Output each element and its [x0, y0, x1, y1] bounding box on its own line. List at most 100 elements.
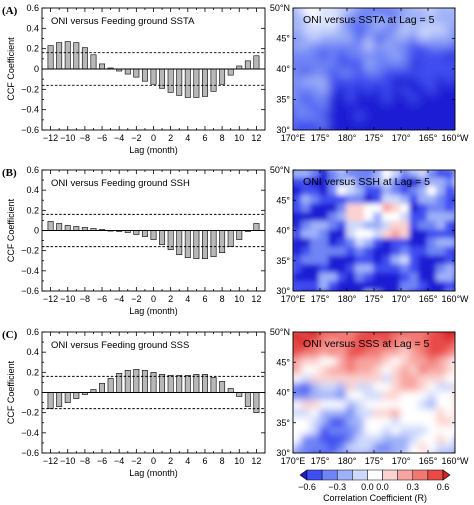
map-cell	[436, 170, 447, 180]
map-cell	[445, 434, 455, 446]
map-cell	[293, 290, 303, 291]
map-cell	[293, 24, 303, 36]
map-cell	[400, 76, 411, 88]
map-cell	[319, 382, 330, 394]
map-cell	[373, 76, 384, 88]
map-cell	[364, 408, 375, 420]
map-cell	[427, 212, 438, 223]
map-cell	[319, 33, 330, 44]
map-cell	[301, 203, 312, 215]
map-cell	[409, 339, 420, 351]
map-cell	[355, 382, 366, 394]
map-cell	[346, 272, 357, 284]
map-cell	[310, 246, 321, 258]
map-cell	[310, 391, 321, 403]
map-cell	[445, 255, 455, 267]
map-cell	[409, 290, 420, 291]
map-cell	[436, 129, 447, 130]
lat-tick-label: 30°	[276, 286, 290, 296]
map-field	[293, 8, 455, 130]
x-tick-label: −2	[131, 294, 141, 304]
map-cell	[301, 417, 312, 429]
map-cell	[364, 264, 375, 275]
map-cell	[319, 186, 330, 197]
map-cell	[310, 238, 321, 249]
map-cell	[454, 417, 455, 429]
map-cell	[301, 374, 312, 385]
map-cell	[293, 255, 303, 267]
map-cell	[418, 177, 429, 189]
map-cell	[337, 434, 348, 446]
map-cell	[418, 186, 429, 197]
map-cell	[364, 443, 375, 453]
map-cell	[436, 443, 447, 453]
lon-tick-label: 175°	[311, 456, 330, 466]
bar-lag--2	[133, 230, 140, 235]
map-cell	[427, 229, 438, 241]
map-cell	[364, 434, 375, 446]
map-cell	[382, 408, 393, 420]
map-cell	[364, 332, 375, 342]
map-cell	[373, 238, 384, 249]
map-cell	[373, 408, 384, 420]
map-cell	[436, 356, 447, 368]
map-cell	[355, 68, 366, 79]
map-cell	[364, 203, 375, 215]
map-cell	[301, 332, 312, 333]
map-cell	[328, 212, 339, 223]
map-cell	[409, 111, 420, 123]
map-cell	[337, 59, 348, 70]
map-cell	[409, 281, 420, 291]
map-cell	[409, 332, 420, 333]
map-cell	[382, 94, 393, 105]
map-cell	[301, 391, 312, 403]
map-cell	[445, 186, 455, 197]
map-cell	[391, 255, 402, 267]
map-cell	[409, 365, 420, 377]
map-cell	[319, 246, 330, 258]
map-cell	[364, 194, 375, 206]
map-cell	[364, 8, 375, 18]
map-cell	[346, 8, 357, 18]
map-cell	[427, 452, 438, 453]
map-cell	[391, 76, 402, 88]
map-cell	[418, 15, 429, 27]
bar-chart-ssta: −0.6 −0.4 −0.2 0 0.2 0.4 0.6 −12 −10 −8 −6 −4 −2 0 2 4 6…	[2, 3, 266, 155]
map-cell	[445, 417, 455, 429]
map-cell	[454, 102, 455, 114]
map-cell	[373, 264, 384, 275]
map-cell	[310, 348, 321, 359]
map-cell	[400, 212, 411, 223]
map-cell	[328, 59, 339, 70]
map-field-blurred	[293, 332, 455, 453]
map-cell	[293, 33, 303, 44]
map-cell	[319, 170, 330, 180]
map-cell	[337, 24, 348, 36]
lon-tick-label: 170°	[392, 456, 411, 466]
map-cell	[436, 408, 447, 420]
map-cell	[454, 272, 455, 284]
map-cell	[328, 120, 339, 130]
map-cell	[409, 50, 420, 62]
map-cell	[382, 170, 393, 171]
map-cell	[310, 41, 321, 53]
bar-lag-5	[193, 230, 200, 260]
map-cell	[382, 76, 393, 88]
map-cell	[427, 332, 438, 342]
x-axis-label: Lag (month)	[129, 145, 178, 155]
map-cell	[391, 238, 402, 249]
x-tick-label: 8	[220, 133, 225, 143]
map-cell	[355, 24, 366, 36]
map-cell	[337, 374, 348, 385]
colorbar-segment	[352, 469, 368, 481]
map-cell	[355, 272, 366, 284]
map-cell	[373, 59, 384, 70]
map-cell	[328, 408, 339, 420]
x-tick-label: 6	[202, 133, 207, 143]
map-cell	[328, 417, 339, 429]
map-cell	[382, 391, 393, 403]
bar-lag-6	[202, 230, 208, 260]
lat-tick-label: 35°	[276, 256, 290, 266]
map-cell	[445, 332, 455, 333]
map-cell	[382, 255, 393, 267]
